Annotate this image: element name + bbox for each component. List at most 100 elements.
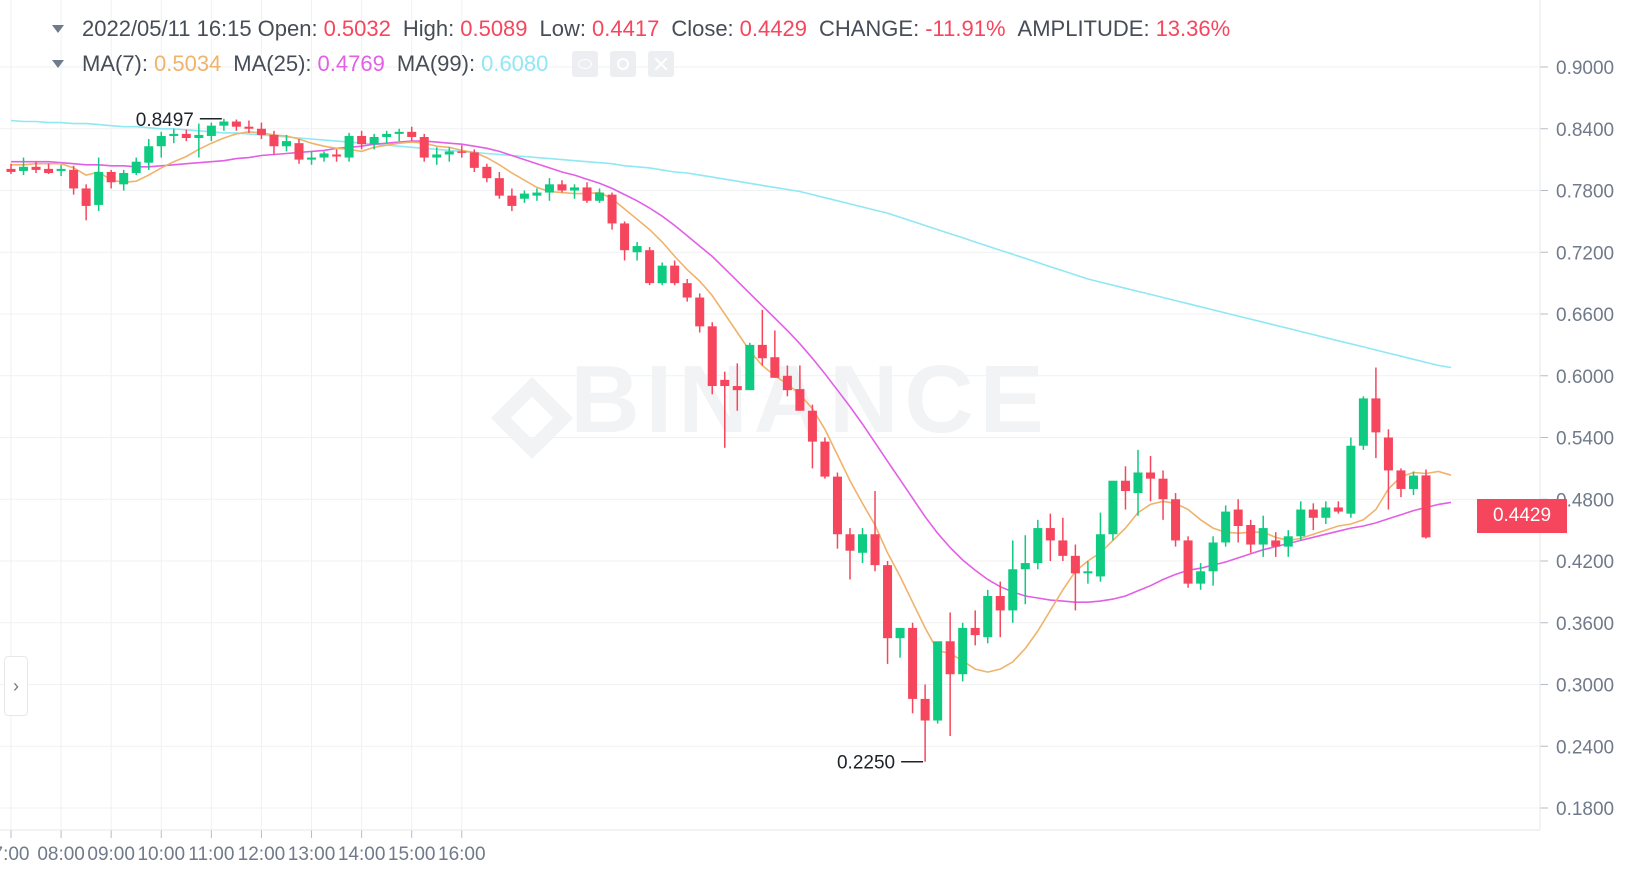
candle: [156, 131, 166, 158]
legend-close-label: Close:: [671, 16, 734, 41]
candle-body: [532, 192, 542, 196]
y-tick-label: 0.4200: [1556, 552, 1614, 573]
candle-body: [407, 131, 417, 137]
y-tick-label: 0.6000: [1556, 367, 1614, 388]
candle: [857, 528, 868, 564]
candle-body: [56, 168, 66, 171]
candle-body: [1258, 528, 1268, 545]
legend-open-value: 0.5032: [323, 16, 391, 41]
candle-body: [519, 193, 529, 199]
candle: [782, 365, 792, 397]
candle: [94, 157, 104, 212]
candle-body: [1346, 445, 1356, 514]
candle-body: [1383, 437, 1393, 471]
close-icon[interactable]: [648, 51, 675, 77]
candle-body: [106, 171, 116, 183]
candle: [119, 169, 129, 191]
candle-body: [1396, 470, 1406, 489]
candle: [1045, 513, 1055, 561]
candle: [344, 132, 354, 162]
legend-low-value: 0.4417: [592, 16, 660, 41]
candle: [131, 157, 141, 176]
candle: [1283, 530, 1293, 557]
candle: [745, 342, 755, 391]
candle-body: [332, 154, 342, 157]
candle: [244, 120, 254, 133]
ma99-line: [10, 119, 1452, 369]
candle: [795, 365, 805, 411]
candle-body: [1233, 509, 1243, 527]
candle: [557, 180, 567, 193]
candle-body: [569, 187, 580, 191]
candle: [1421, 469, 1431, 539]
candle: [369, 133, 379, 150]
candle-body: [620, 223, 630, 251]
candle-body: [144, 146, 154, 163]
candle: [958, 622, 968, 682]
candle-body: [394, 131, 404, 134]
candle-body: [6, 168, 16, 172]
candle-body: [544, 184, 554, 193]
candle: [920, 684, 930, 762]
candle-body: [1095, 534, 1105, 577]
y-tick-label: 0.8400: [1556, 120, 1614, 141]
legend-datetime: 2022/05/11 16:15: [82, 16, 252, 41]
candle: [519, 190, 529, 203]
candle: [1171, 493, 1181, 547]
candle-body: [707, 326, 717, 387]
candle: [382, 130, 392, 144]
candle: [1396, 468, 1406, 498]
candle-body: [1358, 398, 1368, 446]
candle-body: [920, 698, 930, 721]
eye-icon[interactable]: [572, 51, 599, 77]
candle-body: [494, 178, 504, 196]
candle-body: [1183, 540, 1193, 584]
candle-body: [958, 627, 968, 675]
candle-body: [883, 565, 893, 639]
candle-body: [870, 534, 880, 566]
candle: [1233, 499, 1243, 543]
candle-body: [1196, 571, 1206, 584]
candle: [732, 363, 742, 411]
candle-body: [469, 152, 479, 168]
candle-body: [1020, 563, 1030, 570]
candle-body: [645, 250, 655, 284]
candle: [31, 161, 41, 174]
candle-body: [1296, 509, 1306, 537]
candle-body: [945, 641, 955, 675]
candle: [1058, 517, 1068, 561]
candle-body: [745, 344, 755, 391]
candle-body: [607, 194, 617, 224]
y-tick-label: 0.2400: [1556, 737, 1614, 758]
candles: [6, 118, 1431, 762]
candle-body: [44, 168, 54, 174]
y-tick-label: 0.7800: [1556, 182, 1614, 203]
dropdown-triangle-icon[interactable]: [52, 25, 64, 33]
candle-body: [807, 410, 817, 442]
candle-body: [382, 133, 392, 137]
candle: [582, 182, 592, 203]
candle-body: [194, 134, 204, 139]
legend-ma25-label: MA(25):: [233, 51, 312, 76]
x-tick-label: 7:00: [0, 844, 29, 865]
candle: [1033, 519, 1043, 570]
candle: [544, 178, 554, 201]
candle-body: [244, 126, 254, 129]
candle-body: [482, 166, 492, 179]
high-price-label: 0.8497: [136, 110, 194, 131]
candle: [1271, 532, 1281, 557]
candle-body: [1108, 480, 1118, 535]
candle-body: [795, 389, 805, 411]
candle: [1408, 471, 1418, 496]
expand-panel-button[interactable]: ›: [4, 656, 28, 716]
gear-icon[interactable]: [610, 51, 637, 77]
x-tick-label: 11:00: [188, 844, 234, 865]
candle: [983, 589, 993, 644]
candle-body: [1045, 528, 1055, 541]
candle-body: [156, 135, 166, 147]
dropdown-triangle-icon[interactable]: [52, 60, 64, 68]
candle-body: [582, 187, 592, 201]
candle-body: [269, 134, 279, 147]
legend-ma99-value: 0.6080: [481, 51, 549, 76]
y-tick-label: 0.5400: [1556, 429, 1614, 450]
